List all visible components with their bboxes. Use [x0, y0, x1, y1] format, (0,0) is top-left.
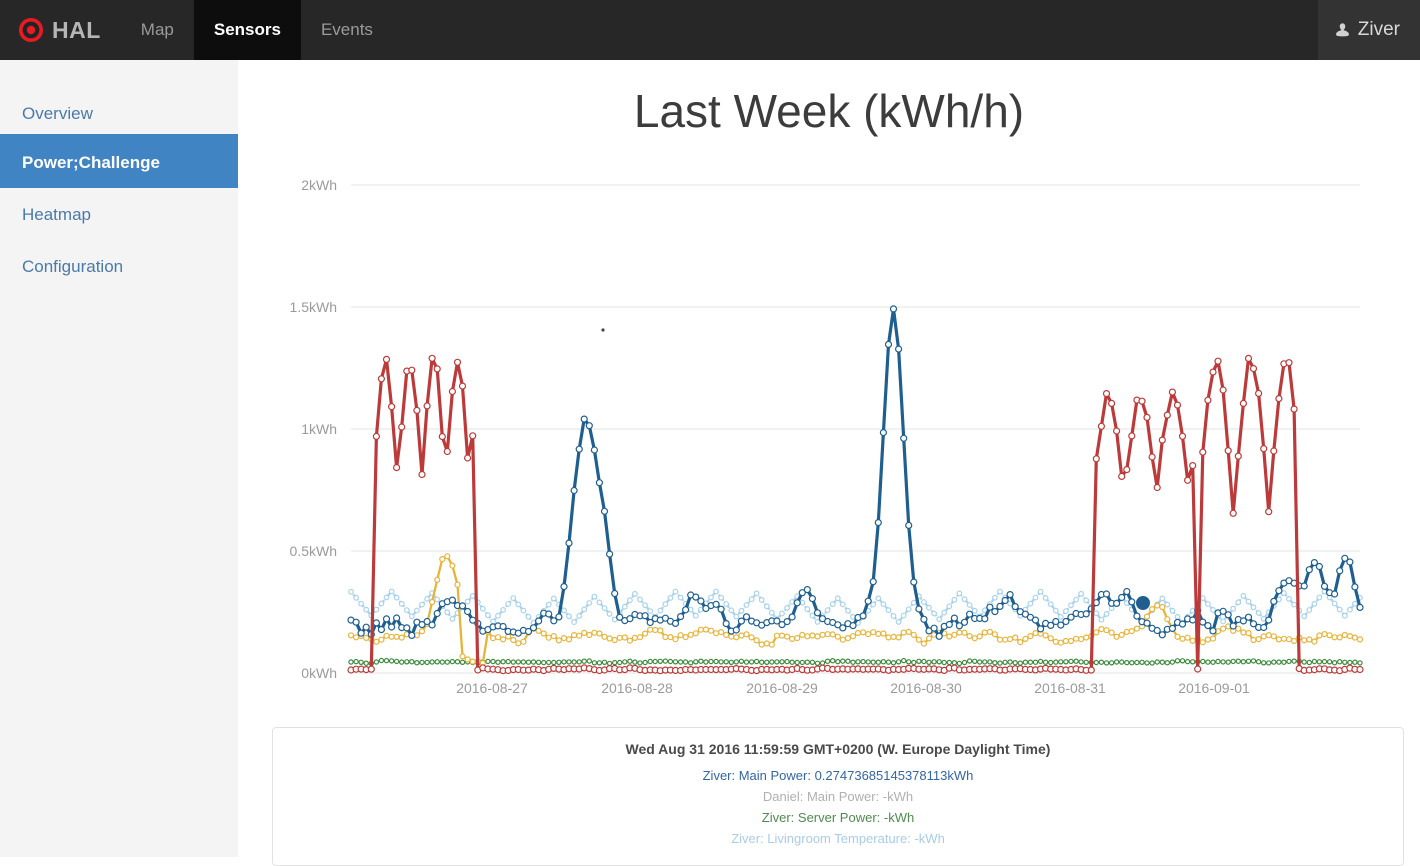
svg-text:0kWh: 0kWh	[301, 665, 337, 681]
svg-text:2016-08-29: 2016-08-29	[746, 680, 818, 696]
svg-text:2016-08-28: 2016-08-28	[601, 680, 673, 696]
svg-text:2016-08-27: 2016-08-27	[456, 680, 528, 696]
svg-text:2016-09-01: 2016-09-01	[1178, 680, 1250, 696]
svg-text:1kWh: 1kWh	[301, 421, 337, 437]
svg-text:2kWh: 2kWh	[301, 177, 337, 193]
svg-text:0.5kWh: 0.5kWh	[290, 543, 337, 559]
svg-text:1.5kWh: 1.5kWh	[290, 299, 337, 315]
svg-text:2016-08-30: 2016-08-30	[890, 680, 962, 696]
svg-text:2016-08-31: 2016-08-31	[1034, 680, 1106, 696]
